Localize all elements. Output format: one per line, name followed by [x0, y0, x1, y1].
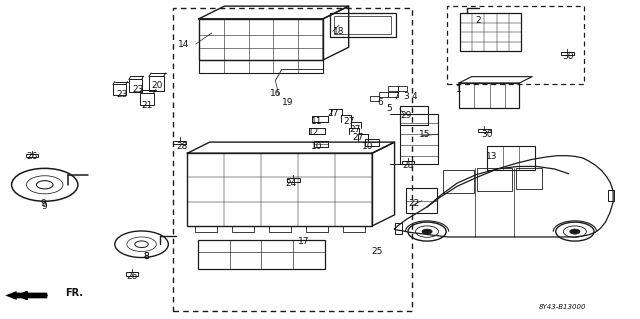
Bar: [365, 139, 379, 146]
Bar: [173, 141, 186, 144]
Text: 23: 23: [116, 90, 128, 99]
Bar: [561, 52, 573, 55]
Bar: [447, 6, 584, 84]
Bar: [478, 129, 491, 132]
Text: 11: 11: [311, 117, 323, 126]
Bar: [379, 92, 388, 97]
Bar: [314, 141, 328, 147]
Bar: [129, 79, 141, 92]
Text: 8Y43-B13000: 8Y43-B13000: [538, 304, 586, 309]
Text: 27: 27: [353, 133, 364, 142]
Text: 16: 16: [269, 89, 281, 98]
Bar: [232, 226, 254, 232]
Bar: [370, 96, 380, 101]
Text: 21: 21: [141, 101, 152, 110]
Bar: [397, 86, 407, 91]
Bar: [608, 189, 614, 201]
Text: 4: 4: [412, 92, 417, 101]
Text: 5: 5: [386, 104, 392, 113]
Bar: [306, 226, 328, 232]
Text: 18: 18: [333, 27, 345, 36]
Text: 7: 7: [394, 92, 399, 101]
Text: 12: 12: [308, 128, 319, 137]
Text: 23: 23: [132, 85, 144, 94]
Text: 27: 27: [327, 109, 339, 118]
Text: 13: 13: [486, 152, 498, 161]
Text: 8: 8: [144, 252, 150, 261]
Bar: [334, 16, 392, 34]
Circle shape: [422, 229, 432, 234]
Bar: [330, 13, 396, 37]
Text: 24: 24: [285, 179, 297, 188]
Bar: [195, 226, 217, 232]
Bar: [173, 8, 412, 311]
Text: 30: 30: [563, 52, 574, 61]
Bar: [477, 168, 513, 191]
Bar: [443, 170, 474, 193]
Bar: [113, 85, 125, 95]
Bar: [342, 226, 365, 232]
Bar: [487, 146, 535, 170]
Bar: [312, 116, 328, 122]
Bar: [309, 128, 325, 134]
Bar: [388, 86, 397, 91]
Circle shape: [570, 229, 580, 234]
Text: 9: 9: [40, 199, 45, 208]
Text: 8: 8: [144, 252, 150, 261]
Text: 2: 2: [476, 16, 481, 25]
Text: 15: 15: [419, 130, 431, 139]
Text: 19: 19: [282, 98, 294, 107]
Text: 10: 10: [311, 142, 323, 151]
Bar: [399, 114, 438, 164]
Bar: [198, 240, 325, 269]
Text: 30: 30: [481, 130, 493, 139]
Bar: [287, 178, 300, 182]
Text: 27: 27: [349, 125, 361, 134]
Text: 29: 29: [401, 111, 412, 120]
Bar: [516, 168, 542, 189]
Text: 1: 1: [456, 85, 462, 94]
Text: 26: 26: [26, 152, 38, 161]
Bar: [140, 93, 154, 105]
Bar: [199, 60, 323, 72]
Bar: [401, 161, 414, 164]
Text: 27: 27: [343, 117, 355, 126]
Bar: [388, 92, 397, 97]
Text: 22: 22: [409, 199, 420, 208]
Text: FR.: FR.: [65, 288, 83, 298]
FancyArrow shape: [5, 291, 47, 300]
Text: 20: 20: [152, 81, 163, 90]
Text: 9: 9: [42, 202, 47, 211]
Bar: [199, 19, 323, 60]
Text: 25: 25: [372, 247, 383, 256]
Text: 3: 3: [403, 92, 409, 101]
Text: 28: 28: [176, 142, 188, 151]
Bar: [125, 272, 138, 276]
Text: 6: 6: [378, 98, 383, 107]
Text: 10: 10: [362, 142, 374, 151]
Bar: [406, 188, 436, 213]
Text: 28: 28: [403, 161, 413, 170]
Bar: [269, 226, 291, 232]
Bar: [460, 13, 521, 51]
Bar: [459, 83, 520, 108]
Bar: [394, 223, 402, 234]
Bar: [188, 153, 372, 226]
Text: 17: 17: [298, 237, 310, 246]
Bar: [399, 106, 428, 125]
Text: 26: 26: [126, 272, 138, 281]
Bar: [26, 154, 38, 157]
Text: 14: 14: [178, 40, 189, 48]
Bar: [149, 77, 164, 91]
